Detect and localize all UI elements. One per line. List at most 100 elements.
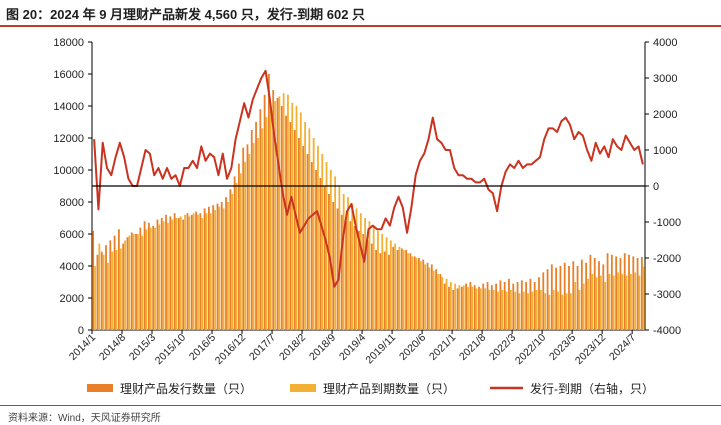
issue-bar — [199, 213, 202, 330]
maturity-bar — [257, 138, 259, 330]
issue-bar — [276, 98, 279, 330]
maturity-bar — [574, 282, 577, 330]
issue-bar — [520, 280, 523, 330]
net-issuance-line — [93, 69, 644, 288]
maturity-bar — [501, 290, 504, 330]
maturity-bar — [222, 208, 225, 330]
x-tick-label: 2023/12 — [573, 332, 608, 367]
issue-bar — [426, 262, 429, 330]
issue-bar — [113, 235, 116, 330]
issue-bar — [117, 229, 120, 330]
issue-bar — [418, 258, 420, 330]
left-tick-label: 8000 — [60, 197, 84, 209]
x-tick-label: 2018/2 — [277, 332, 308, 363]
maturity-bar — [617, 272, 619, 330]
maturity-bar — [441, 277, 444, 330]
x-tick-label: 2016/12 — [213, 332, 248, 367]
maturity-bar — [321, 154, 324, 330]
issue-bar — [606, 253, 609, 330]
maturity-bar — [634, 272, 637, 330]
left-tick-label: 6000 — [60, 229, 84, 241]
maturity-bar — [557, 291, 559, 330]
maturity-bar — [527, 293, 529, 330]
maturity-bar — [561, 294, 564, 330]
maturity-bar — [398, 246, 401, 330]
maturity-bar — [167, 222, 169, 330]
issue-bar — [370, 243, 373, 330]
issue-bar — [105, 245, 107, 330]
issue-bar — [160, 218, 163, 330]
issue-bar — [495, 283, 498, 330]
source-note: 资料来源：Wind，天风证券研究所 — [8, 413, 161, 424]
maturity-bar — [338, 186, 341, 330]
maturity-bar — [428, 267, 431, 330]
legend-label-net: 发行-到期（右轴，只） — [530, 381, 654, 396]
issue-bar — [100, 251, 103, 330]
maturity-bar — [604, 282, 607, 330]
maturity-bar — [299, 112, 302, 331]
right-tick-label: 4000 — [653, 37, 677, 49]
maturity-bar — [175, 218, 178, 330]
x-tick-label: 2024/7 — [607, 332, 638, 363]
maturity-bar — [137, 234, 139, 330]
issue-bar — [220, 202, 223, 330]
issue-bar — [302, 146, 305, 330]
x-tick-label: 2020/6 — [397, 332, 428, 363]
maturity-bar — [261, 128, 264, 330]
right-tick-label: -3000 — [653, 289, 681, 301]
right-tick-label: 2000 — [653, 109, 677, 121]
bars-layer — [92, 74, 645, 331]
issue-bar — [486, 282, 489, 330]
maturity-bar — [471, 286, 474, 330]
issue-bar — [366, 240, 369, 330]
issue-bar — [152, 226, 155, 330]
issue-bar — [126, 237, 129, 330]
issue-bar — [400, 248, 403, 330]
maturity-bar — [355, 208, 358, 330]
issue-bar — [516, 282, 519, 330]
issue-bar — [358, 230, 360, 330]
issue-bar — [285, 115, 287, 330]
issue-bar — [195, 211, 197, 330]
right-tick-label: -4000 — [653, 325, 681, 337]
issue-bar — [332, 202, 335, 330]
maturity-bar — [141, 235, 144, 330]
maturity-bar — [497, 291, 499, 330]
issue-bar — [439, 274, 442, 330]
issue-bar — [353, 226, 356, 330]
issue-bar — [598, 261, 600, 330]
issue-bar — [298, 138, 300, 330]
right-tick-label: -1000 — [653, 217, 681, 229]
maturity-bar — [505, 291, 508, 330]
issue-bar — [602, 264, 605, 330]
issue-bar — [186, 213, 189, 330]
issue-bar — [640, 257, 643, 330]
issue-bar — [250, 130, 253, 330]
issue-bar — [628, 254, 630, 330]
issue-bar — [623, 253, 626, 330]
maturity-bar — [437, 274, 439, 330]
maturity-bar — [115, 250, 118, 330]
maturity-bar — [419, 261, 422, 330]
title-rule — [0, 25, 721, 27]
right-tick-label: 0 — [653, 181, 659, 193]
issue-bar — [293, 130, 296, 330]
maturity-bar — [467, 286, 469, 330]
issue-bar — [139, 227, 142, 330]
issue-bar — [345, 221, 347, 330]
issue-bar — [203, 208, 206, 330]
issue-bar — [96, 254, 99, 330]
issue-bar — [122, 243, 125, 330]
maturity-bar — [162, 221, 165, 330]
maturity-bar — [244, 162, 246, 330]
issue-bar — [443, 283, 446, 330]
maturity-bar — [192, 213, 195, 330]
issue-bar — [529, 278, 532, 330]
maturity-bar — [402, 250, 405, 330]
issue-bar — [246, 144, 249, 330]
issue-bar — [225, 197, 227, 330]
maturity-bar — [565, 293, 568, 330]
maturity-bar — [458, 285, 461, 330]
issue-bar — [336, 208, 339, 330]
